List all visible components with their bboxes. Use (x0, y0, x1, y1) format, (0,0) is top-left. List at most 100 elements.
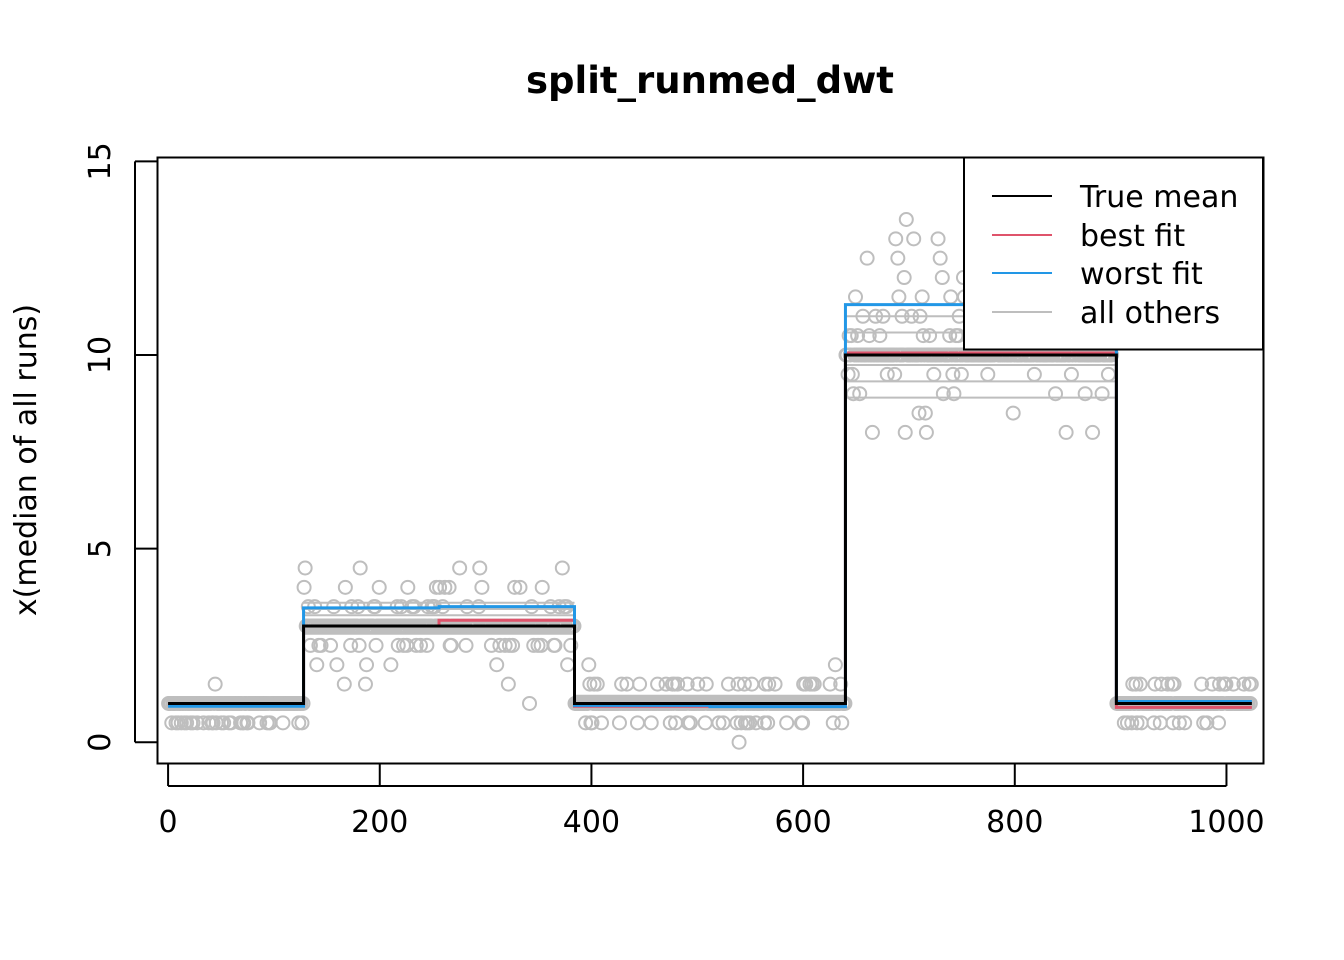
data-point (400, 579, 416, 595)
data-point (589, 676, 605, 692)
data-point (834, 715, 850, 731)
chart-title: split_runmed_dwt (526, 59, 894, 102)
data-point (390, 637, 406, 653)
data-point (359, 657, 375, 673)
data-point (643, 715, 659, 731)
x-tick-label: 800 (986, 805, 1043, 840)
data-point (658, 676, 674, 692)
data-point (896, 270, 912, 286)
data-point (918, 424, 934, 440)
plot-frame (156, 156, 1265, 765)
data-point (932, 250, 948, 266)
data-point (850, 328, 866, 344)
data-point (185, 715, 201, 731)
data-point (337, 579, 353, 595)
y-tick-label: 10 (83, 336, 118, 374)
data-point (682, 715, 698, 731)
y-tick-label: 15 (83, 142, 118, 180)
true-mean-line (168, 353, 1252, 705)
data-point (934, 270, 950, 286)
data-point (733, 715, 749, 731)
data-point (408, 637, 424, 653)
data-point (547, 637, 563, 653)
data-point (650, 676, 666, 692)
data-point (1243, 676, 1259, 692)
data-point (806, 676, 822, 692)
data-point (611, 715, 627, 731)
data-point (711, 715, 727, 731)
data-point (822, 676, 838, 692)
x-axis: 0 200 400 600 800 1000 (159, 763, 1265, 840)
data-point (1128, 676, 1144, 692)
data-point (216, 715, 232, 731)
data-point (872, 328, 888, 344)
data-point (368, 637, 384, 653)
data-point (500, 676, 516, 692)
data-point (911, 405, 927, 421)
data-point (352, 560, 368, 576)
legend: True mean best fit worst fit all others (963, 156, 1264, 351)
data-point (522, 695, 538, 711)
legend-label-worst-fit: worst fit (1080, 257, 1203, 292)
x-tick-label: 400 (563, 805, 620, 840)
data-point (443, 637, 459, 653)
data-point (852, 386, 868, 402)
data-point (935, 386, 951, 402)
data-point (474, 579, 490, 595)
legend-box (963, 156, 1264, 351)
data-point (859, 250, 875, 266)
data-point (371, 579, 387, 595)
data-point (825, 715, 841, 731)
data-point (748, 715, 764, 731)
data-point (452, 560, 468, 576)
data-point (767, 676, 783, 692)
data-point (1165, 715, 1181, 731)
data-point (662, 715, 678, 731)
data-point (1085, 424, 1101, 440)
data-point (1048, 386, 1064, 402)
data-point (946, 386, 962, 402)
data-point (1132, 676, 1148, 692)
data-point (1218, 676, 1234, 692)
data-point (720, 676, 736, 692)
y-axis-label: x(median of all runs) (9, 304, 44, 616)
data-point (731, 734, 747, 750)
data-point (207, 676, 223, 692)
data-point (917, 405, 933, 421)
data-point (798, 676, 814, 692)
data-point (736, 676, 752, 692)
data-point (864, 424, 880, 440)
data-point (1160, 676, 1176, 692)
data-point (742, 715, 758, 731)
y-axis: 0 5 10 15 (83, 142, 158, 752)
data-point (526, 637, 542, 653)
data-point (441, 579, 457, 595)
data-point (942, 328, 958, 344)
data-point (357, 676, 373, 692)
data-point (534, 579, 550, 595)
data-point (614, 676, 630, 692)
y-tick-label: 5 (83, 539, 118, 558)
data-point (458, 637, 474, 653)
x-tick-label: 1000 (1188, 805, 1264, 840)
data-point (922, 328, 938, 344)
data-point (1005, 405, 1021, 421)
data-point (760, 715, 776, 731)
data-point (906, 231, 922, 247)
data-point (563, 637, 579, 653)
data-point (507, 579, 523, 595)
data-point (252, 715, 268, 731)
legend-label-best-fit: best fit (1080, 219, 1185, 254)
data-point (679, 676, 695, 692)
data-point (297, 560, 313, 576)
data-point (512, 579, 528, 595)
data-point (351, 637, 367, 653)
data-point (275, 715, 291, 731)
data-point (343, 637, 359, 653)
data-point (1171, 715, 1187, 731)
data-point (1199, 715, 1215, 731)
data-point (670, 676, 686, 692)
data-point (698, 676, 714, 692)
